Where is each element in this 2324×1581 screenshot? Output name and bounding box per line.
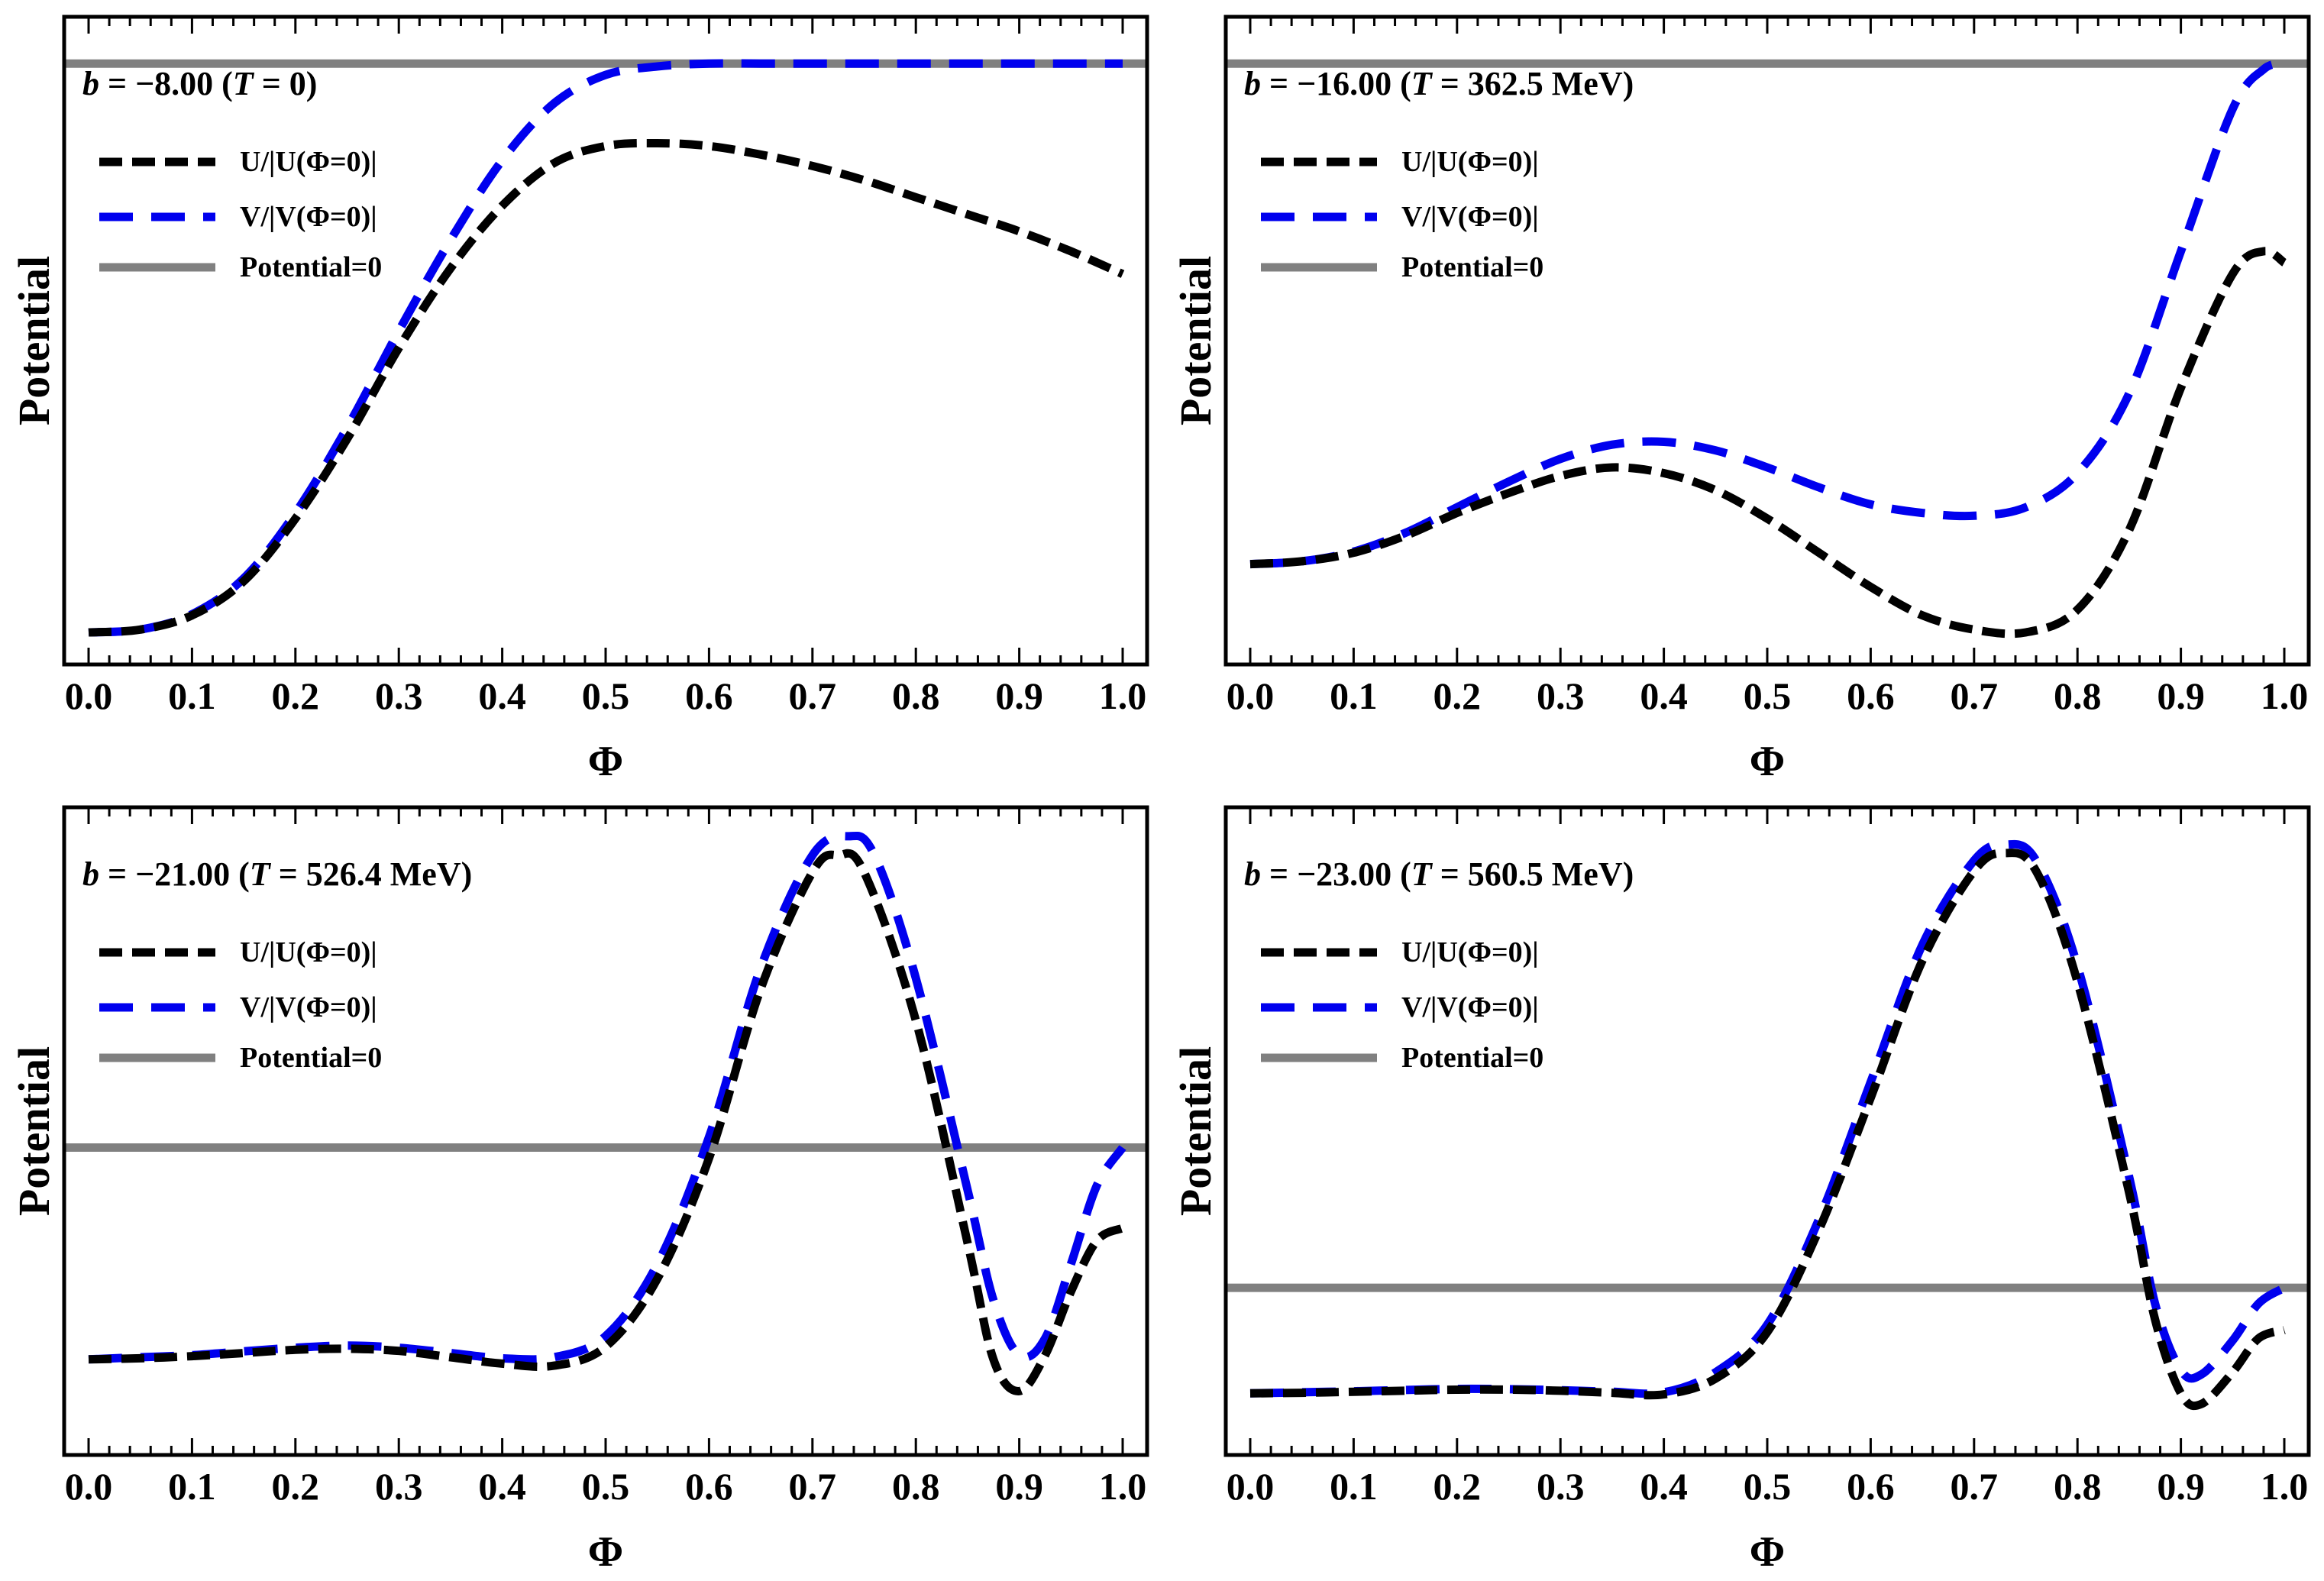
- legend-entry-v-label: V/|V(Φ=0)|: [1401, 991, 1539, 1023]
- x-tick-label: 1.0: [1099, 674, 1147, 717]
- x-tick-label: 0.9: [2157, 1465, 2205, 1508]
- chart-title: b = −8.00 (T = 0): [82, 65, 317, 102]
- series-line-v: [1249, 59, 2286, 569]
- x-tick-label: 0.2: [1434, 674, 1482, 717]
- legend-entry-v-label: V/|V(Φ=0)|: [1401, 201, 1539, 233]
- panel-bottom-left: 0.0 0.1 0.2 0.3 0.4 0.5 0.6 0.7 0.8 0.9 1.0 Φ Potent…: [0, 790, 1162, 1581]
- x-tick-label: 0.7: [1951, 1465, 1999, 1508]
- series-line-v: [88, 831, 1126, 1364]
- x-tick-label: 0.1: [168, 1465, 216, 1508]
- legend-entry-v-label: V/|V(Φ=0)|: [240, 991, 377, 1023]
- x-tick-label: 0.9: [995, 1465, 1043, 1508]
- x-tick-label: 0.6: [685, 1465, 733, 1508]
- x-tick-label: 0.7: [789, 674, 837, 717]
- x-tick-label: 0.8: [892, 674, 940, 717]
- panel-top-right: 0.0 0.1 0.2 0.3 0.4 0.5 0.6 0.7 0.8 0.9 1.0 Φ Potent…: [1162, 0, 2323, 790]
- x-tick-label: 0.6: [685, 674, 733, 717]
- x-axis-label: Φ: [1750, 738, 1785, 785]
- legend-entry-potential-zero-label: Potential=0: [240, 251, 382, 283]
- legend-entry-potential-zero-label: Potential=0: [1401, 1042, 1543, 1074]
- legend-entry-u-label: U/|U(Φ=0)|: [240, 146, 377, 178]
- x-tick-label: 0.0: [1227, 1465, 1275, 1508]
- x-tick-label: 0.2: [272, 674, 320, 717]
- plot-frame: [1223, 805, 2311, 1457]
- panel-top-left: 0.0 0.1 0.2 0.3 0.4 0.5 0.6 0.7 0.8 0.9 1.0 Φ Potent…: [0, 0, 1162, 790]
- x-tick-label: 0.4: [478, 1465, 526, 1508]
- x-tick-label: 0.8: [2054, 1465, 2102, 1508]
- panel-bottom-right: 0.0 0.1 0.2 0.3 0.4 0.5 0.6 0.7 0.8 0.9 1.0 Φ Potent…: [1162, 790, 2323, 1581]
- x-tick-label: 0.0: [65, 1465, 113, 1508]
- x-tick-label: 0.3: [375, 1465, 423, 1508]
- x-axis-label: Φ: [588, 738, 623, 785]
- x-tick-label: 0.5: [1744, 1465, 1792, 1508]
- chart-svg: 0.0 0.1 0.2 0.3 0.4 0.5 0.6 0.7 0.8 0.9 1.0 Φ Potent…: [9, 805, 1149, 1576]
- x-tick-label: 0.7: [789, 1465, 837, 1508]
- x-tick-label: 0.8: [892, 1465, 940, 1508]
- x-tick-label: 0.4: [1640, 1465, 1688, 1508]
- plot-frame: [1223, 15, 2311, 667]
- chart-title: b = −16.00 (T = 362.5 MeV): [1244, 65, 1634, 102]
- y-axis-label: Potential: [9, 256, 59, 425]
- x-tick-label: 0.6: [1847, 1465, 1895, 1508]
- x-tick-label: 1.0: [1099, 1465, 1147, 1508]
- x-tick-label: 0.6: [1847, 674, 1895, 717]
- x-tick-label: 0.7: [1951, 674, 1999, 717]
- legend-entry-potential-zero-label: Potential=0: [240, 1042, 382, 1074]
- x-tick-label: 0.2: [272, 1465, 320, 1508]
- y-axis-label: Potential: [1171, 256, 1220, 425]
- x-tick-label: 0.1: [1330, 674, 1378, 717]
- x-tick-label: 0.1: [1330, 1465, 1378, 1508]
- chart-svg: 0.0 0.1 0.2 0.3 0.4 0.5 0.6 0.7 0.8 0.9 1.0 Φ Potent…: [9, 15, 1149, 785]
- legend-entry-u-label: U/|U(Φ=0)|: [1401, 146, 1539, 178]
- legend-entry-potential-zero-label: Potential=0: [1401, 251, 1543, 283]
- x-tick-label: 0.3: [375, 674, 423, 717]
- series-line-u: [88, 138, 1125, 637]
- x-tick-label: 0.3: [1537, 1465, 1585, 1508]
- legend-entry-u-label: U/|U(Φ=0)|: [1401, 936, 1539, 968]
- x-tick-label: 0.8: [2054, 674, 2102, 717]
- x-tick-label: 0.4: [1640, 674, 1688, 717]
- chart-svg: 0.0 0.1 0.2 0.3 0.4 0.5 0.6 0.7 0.8 0.9 1.0 Φ Potent…: [1171, 15, 2311, 785]
- series-line-v: [1249, 839, 2287, 1398]
- chart-title: b = −21.00 (T = 526.4 MeV): [82, 855, 472, 893]
- series-line-u: [88, 849, 1125, 1395]
- x-tick-label: 0.5: [582, 674, 630, 717]
- x-tick-label: 1.0: [2261, 1465, 2309, 1508]
- chart-title: b = −23.00 (T = 560.5 MeV): [1244, 855, 1634, 893]
- x-tick-label: 0.5: [1744, 674, 1792, 717]
- series-line-u: [1249, 247, 2287, 639]
- x-axis-label: Φ: [588, 1528, 623, 1576]
- plot-frame: [62, 15, 1149, 667]
- x-tick-label: 0.5: [582, 1465, 630, 1508]
- x-tick-label: 1.0: [2261, 674, 2309, 717]
- x-tick-label: 0.2: [1434, 1465, 1482, 1508]
- y-axis-label: Potential: [1171, 1046, 1220, 1216]
- x-tick-label: 0.0: [65, 674, 113, 717]
- x-tick-label: 0.9: [2157, 674, 2205, 717]
- chart-svg: 0.0 0.1 0.2 0.3 0.4 0.5 0.6 0.7 0.8 0.9 1.0 Φ Potent…: [1171, 805, 2311, 1576]
- series-line-v: [88, 59, 1123, 637]
- legend-entry-v-label: V/|V(Φ=0)|: [240, 201, 377, 233]
- x-tick-label: 0.1: [168, 674, 216, 717]
- x-tick-label: 0.4: [478, 674, 526, 717]
- y-axis-label: Potential: [9, 1046, 59, 1216]
- x-tick-label: 0.3: [1537, 674, 1585, 717]
- x-tick-label: 0.0: [1227, 674, 1275, 717]
- legend-entry-u-label: U/|U(Φ=0)|: [240, 936, 377, 968]
- x-axis-label: Φ: [1750, 1528, 1785, 1576]
- x-tick-label: 0.9: [995, 674, 1043, 717]
- series-line-u: [1249, 849, 2286, 1411]
